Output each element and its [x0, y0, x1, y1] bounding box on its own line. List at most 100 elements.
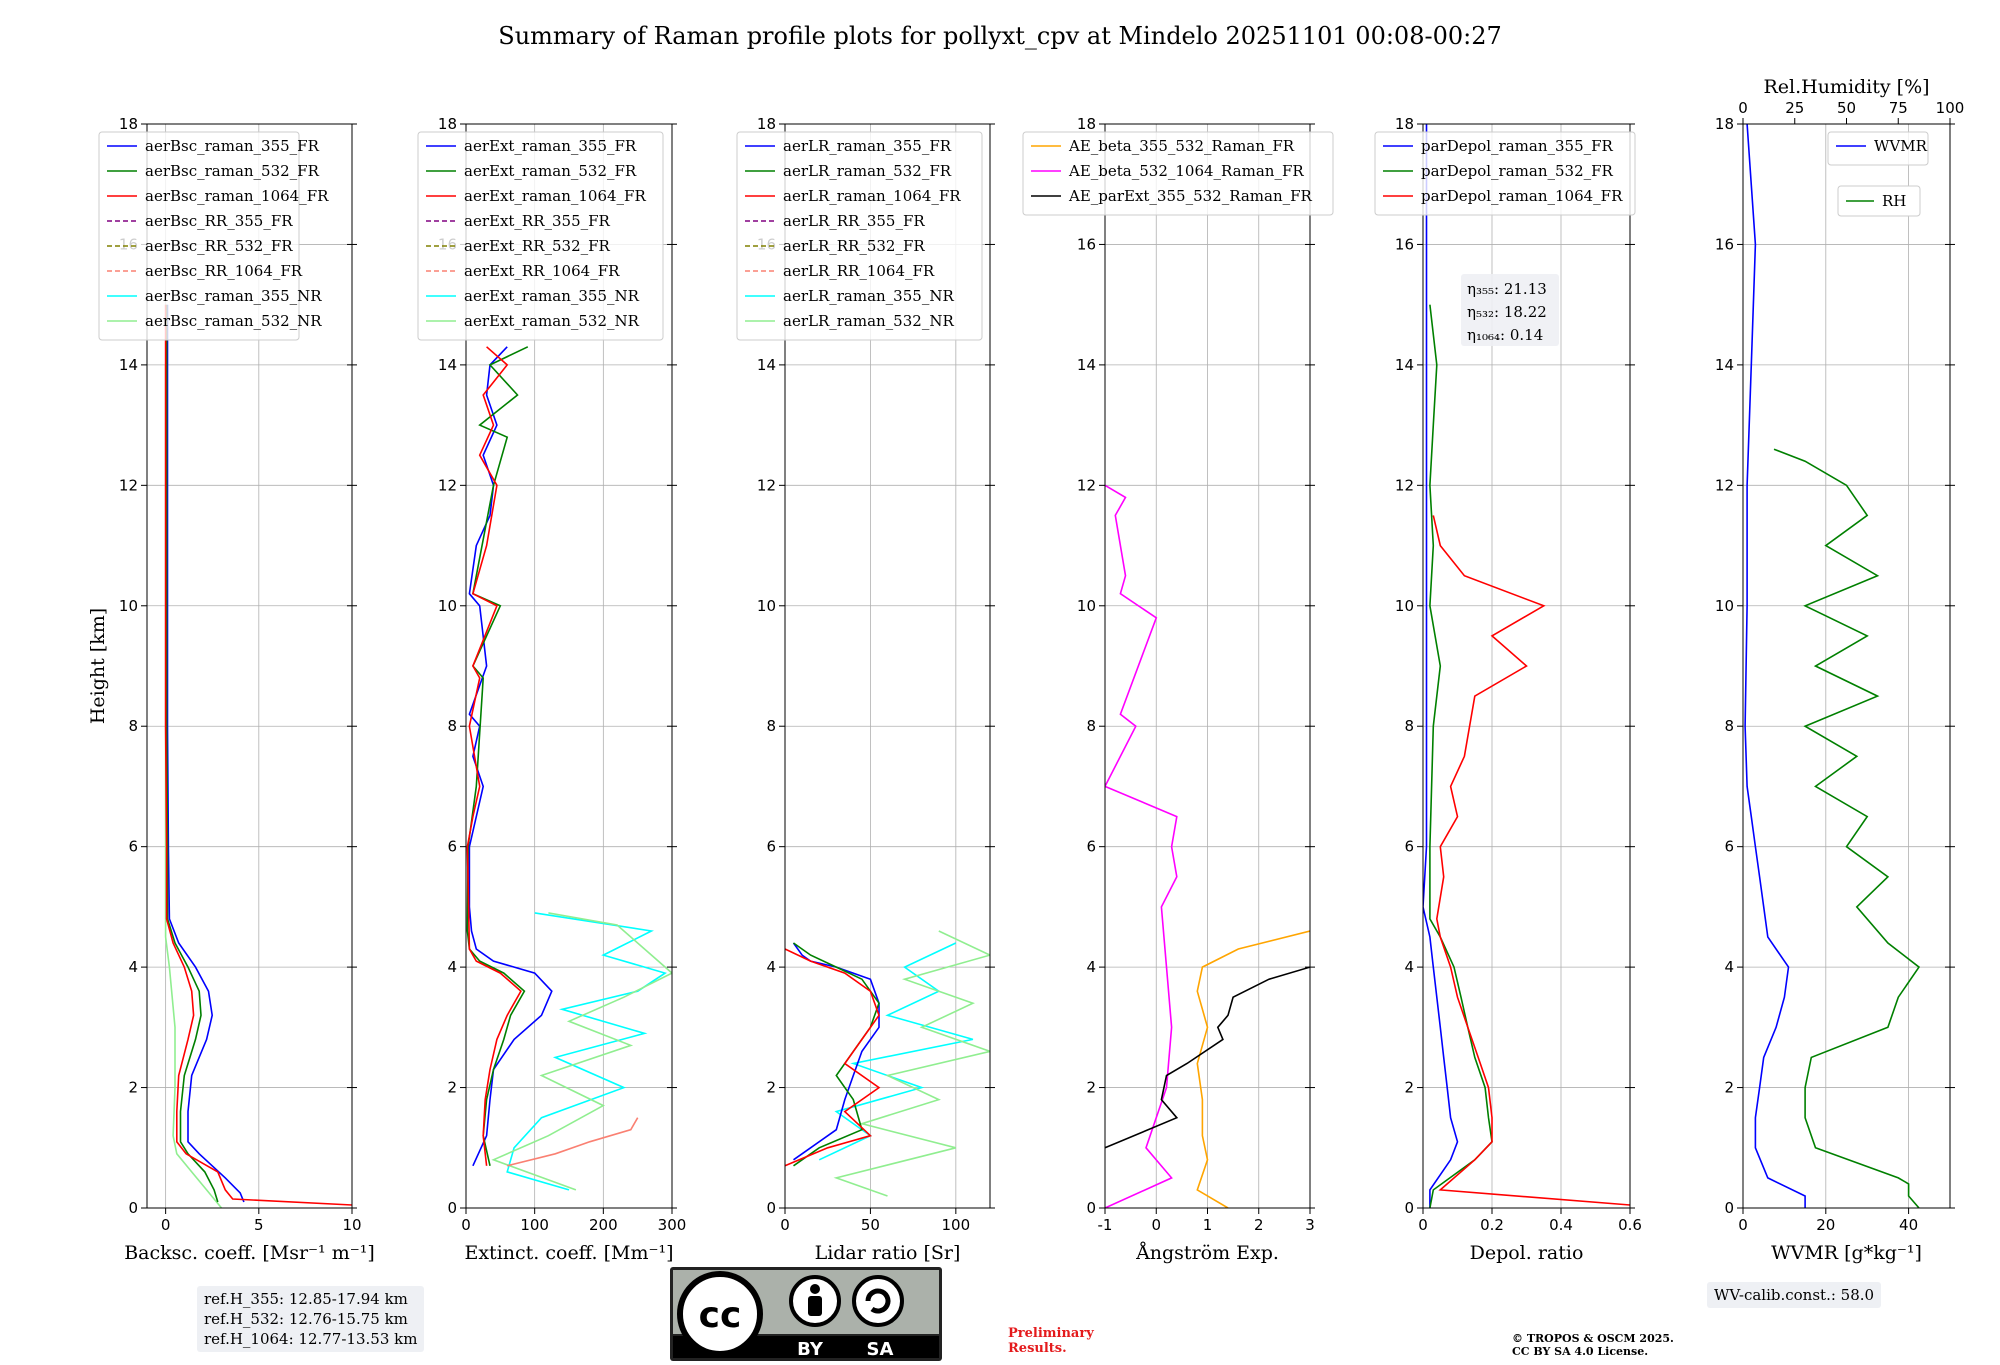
series-group: [466, 346, 672, 1191]
series-aerExt_raman_355_FR: [468, 346, 553, 1167]
series-aerExt_raman_355_NR: [506, 912, 667, 1191]
legend-label: WVMR: [1874, 137, 1928, 155]
y-tick-label: 10: [1715, 597, 1734, 615]
y-tick-label: 18: [438, 115, 457, 133]
y-tick-label: 16: [1395, 235, 1414, 253]
y-tick-label: 0: [1086, 1199, 1096, 1217]
eta-value: η₃₅₅: 21.13: [1467, 280, 1547, 298]
x-tick-label: 20: [1816, 1216, 1835, 1234]
x-tick-label: 0.4: [1549, 1216, 1573, 1234]
series-aerBsc_raman_532_NR: [164, 364, 223, 1208]
legend-label: aerLR_RR_532_FR: [783, 237, 925, 255]
series-parDepol_raman_1064_FR: [1432, 515, 1630, 1206]
x-tick-label: 0: [1418, 1216, 1428, 1234]
x-tick-label: 0: [1151, 1216, 1161, 1234]
x-tick-label: 0: [461, 1216, 471, 1234]
series-aerBsc_raman_532_FR: [165, 304, 219, 1203]
copyright-line-2: CC BY SA 4.0 License.: [1512, 1345, 1649, 1358]
y-tick-label: 2: [766, 1079, 776, 1097]
x-tick-label: 0: [1738, 1216, 1748, 1234]
y-tick-label: 4: [447, 958, 457, 976]
x-tick-label: 1: [1203, 1216, 1213, 1234]
y-tick-label: 10: [438, 597, 457, 615]
y-tick-label: 2: [447, 1079, 457, 1097]
y-axis-label: Height [km]: [87, 608, 109, 724]
legend-label: aerExt_raman_532_FR: [464, 162, 637, 180]
legend-box: [736, 131, 983, 341]
legend-label: aerExt_raman_355_NR: [464, 287, 640, 305]
y-tick-label: 18: [1715, 115, 1734, 133]
x-tick-label: 10: [342, 1216, 361, 1234]
panel-3: 050100024681012141618Lidar ratio [Sr]aer…: [736, 115, 995, 1264]
legend-label: aerExt_raman_355_FR: [464, 137, 637, 155]
legend: AE_beta_355_532_Raman_FR AE_beta_532_1064…: [1022, 131, 1334, 216]
y-tick-label: 0: [1724, 1199, 1734, 1217]
y-tick-label: 6: [447, 838, 457, 856]
series-aerLR_raman_355_FR: [792, 942, 880, 1161]
series-aerExt_raman_532_FR: [466, 346, 529, 1166]
y-tick-label: 2: [1724, 1079, 1734, 1097]
sa-share-icon: [852, 1275, 904, 1327]
eta-box-bg: [1461, 274, 1559, 346]
legend-box: [1022, 131, 1334, 216]
y-tick-label: 8: [447, 717, 457, 735]
y-tick-label: 2: [1086, 1079, 1096, 1097]
legend-label: aerBsc_raman_532_NR: [145, 312, 322, 330]
legend-label: aerBsc_RR_355_FR: [145, 212, 293, 230]
x-tick-label: 300: [658, 1216, 687, 1234]
series-aerExt_RR_1064_FR: [507, 1117, 639, 1167]
legend-label: aerBsc_raman_1064_FR: [145, 187, 329, 205]
x2-tick-label: 50: [1837, 99, 1856, 117]
x-tick-label: 2: [1254, 1216, 1264, 1234]
legend-label: AE_parExt_355_532_Raman_FR: [1068, 187, 1313, 205]
legend-box: [98, 131, 300, 341]
y-tick-label: 0: [128, 1199, 138, 1217]
legend: aerLR_raman_355_FR aerLR_raman_532_FR aerL…: [736, 131, 983, 341]
panel-frame: [146, 123, 353, 1209]
y-tick-label: 12: [119, 476, 138, 494]
y-tick-label: 6: [1086, 838, 1096, 856]
x-tick-label: 200: [589, 1216, 618, 1234]
series-group: [1744, 124, 1921, 1208]
series-group: [164, 304, 352, 1208]
panel-frame: [784, 123, 991, 1209]
x-tick-label: -1: [1098, 1216, 1113, 1234]
y-tick-label: 10: [1077, 597, 1096, 615]
x-tick-label: 0: [161, 1216, 171, 1234]
legend-label: aerLR_raman_532_NR: [783, 312, 954, 330]
legend-label: aerExt_RR_532_FR: [464, 237, 611, 255]
x2-axis-label: Rel.Humidity [%]: [1763, 76, 1929, 98]
series-aerLR_raman_1064_FR: [785, 948, 881, 1167]
legend-label: aerExt_RR_1064_FR: [464, 262, 620, 280]
by-label: BY: [797, 1339, 824, 1360]
y-tick-label: 16: [1077, 235, 1096, 253]
figure-title: Summary of Raman profile plots for polly…: [498, 22, 1502, 50]
y-tick-label: 8: [128, 717, 138, 735]
legend: aerExt_raman_355_FR aerExt_raman_532_FRae…: [417, 131, 664, 341]
y-tick-label: 14: [1715, 356, 1734, 374]
panel-2: 0100200300024681012141618Extinct. coeff.…: [417, 115, 687, 1264]
legend-label: AE_beta_532_1064_Raman_FR: [1068, 162, 1304, 180]
x-tick-label: 0: [780, 1216, 790, 1234]
x2-tick-label: 25: [1785, 99, 1804, 117]
y-tick-label: 10: [1395, 597, 1414, 615]
series-RH: [1773, 448, 1921, 1208]
legend-label: aerLR_raman_355_NR: [783, 287, 954, 305]
series-aerExt_raman_1064_FR: [466, 346, 522, 1166]
series-aerLR_raman_532_NR: [833, 930, 990, 1197]
y-tick-label: 4: [128, 958, 138, 976]
legend-label: aerLR_raman_1064_FR: [783, 187, 961, 205]
legend-rh-box: [1837, 185, 1921, 217]
y-tick-label: 8: [766, 717, 776, 735]
y-tick-label: 6: [128, 838, 138, 856]
x2-tick-label: 75: [1889, 99, 1908, 117]
legend: WVMR: [1827, 131, 1929, 166]
x-tick-label: 5: [254, 1216, 264, 1234]
cc-circle-icon: [677, 1271, 763, 1357]
y-tick-label: 8: [1404, 717, 1414, 735]
legend-rh-label: RH: [1882, 192, 1906, 210]
panel-1: 0510024681012141618Backsc. coeff. [Msr⁻¹…: [98, 115, 375, 1264]
y-tick-label: 2: [128, 1079, 138, 1097]
y-tick-label: 4: [1404, 958, 1414, 976]
x-tick-label: 100: [520, 1216, 549, 1234]
